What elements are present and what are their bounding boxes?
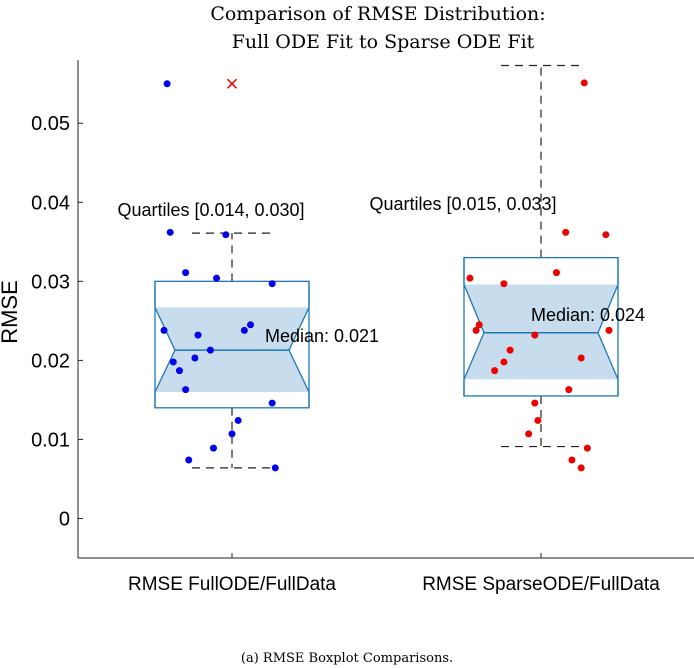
data-point-sparseode	[577, 464, 585, 472]
figure-caption: (a) RMSE Boxplot Comparisons.	[241, 651, 453, 666]
y-tick-label: 0.03	[31, 271, 70, 293]
data-point-sparseode	[565, 386, 573, 394]
data-point-sparseode	[472, 326, 480, 334]
quartiles-annotation: Quartiles [0.015, 0.033]	[369, 194, 556, 214]
data-point-sparseode	[491, 367, 499, 375]
axes: 0 0.01 0.02 0.03 0.04 0.05 RMSE FullODE/FullDa…	[31, 60, 694, 595]
data-point-fullode	[206, 346, 214, 354]
data-point-fullode	[191, 354, 199, 362]
data-point-sparseode	[531, 399, 539, 407]
chart-title-line-1: Comparison of RMSE Distribution:	[210, 3, 545, 25]
data-point-fullode	[182, 386, 190, 394]
data-point-fullode	[271, 464, 279, 472]
y-tick-label: 0.05	[31, 113, 70, 135]
data-point-fullode	[213, 274, 221, 282]
data-point-fullode	[175, 367, 183, 375]
y-tick-label: 0	[59, 508, 70, 530]
data-point-fullode	[247, 321, 255, 329]
data-point-sparseode	[506, 346, 514, 354]
y-tick-label: 0.04	[31, 192, 70, 214]
y-axis-label: RMSE	[0, 280, 22, 344]
x-tick-label: RMSE SparseODE/FullData	[422, 574, 660, 595]
box-fullode	[154, 78, 310, 469]
data-point-sparseode	[525, 430, 533, 438]
median-annotation: Median: 0.024	[531, 305, 645, 325]
data-point-fullode	[160, 326, 168, 334]
data-point-sparseode	[605, 326, 613, 334]
data-point-fullode	[182, 269, 190, 277]
y-tick-label: 0.01	[31, 429, 70, 451]
x-tick-label: RMSE FullODE/FullData	[128, 574, 336, 595]
data-point-sparseode	[475, 321, 483, 329]
data-point-sparseode	[500, 358, 508, 366]
data-point-fullode	[240, 326, 248, 334]
data-point-fullode	[222, 231, 230, 239]
data-point-sparseode	[580, 79, 588, 87]
quartiles-annotation: Quartiles [0.014, 0.030]	[117, 200, 304, 220]
data-point-fullode	[166, 228, 174, 236]
data-point-sparseode	[583, 444, 591, 452]
data-point-fullode	[228, 430, 236, 438]
outlier-marker	[226, 78, 238, 89]
data-point-sparseode	[602, 231, 610, 239]
data-point-sparseode	[534, 416, 542, 424]
box-notch-fill	[464, 284, 618, 380]
data-point-sparseode	[577, 354, 585, 362]
data-point-sparseode	[552, 269, 560, 277]
data-point-sparseode	[531, 331, 539, 339]
data-point-sparseode	[568, 456, 576, 464]
median-annotation: Median: 0.021	[265, 326, 379, 346]
data-point-fullode	[194, 331, 202, 339]
data-point-fullode	[185, 456, 193, 464]
data-point-fullode	[163, 80, 171, 88]
chart-title-line-2: Full ODE Fit to Sparse ODE Fit	[232, 31, 535, 53]
data-point-fullode	[169, 358, 177, 366]
data-point-fullode	[209, 444, 217, 452]
data-point-sparseode	[500, 280, 508, 288]
data-point-fullode	[268, 280, 276, 288]
data-point-sparseode	[562, 228, 570, 236]
y-tick-label: 0.02	[31, 350, 70, 372]
annotations: Quartiles [0.014, 0.030] Median: 0.021 Qua…	[117, 194, 645, 346]
data-point-fullode	[268, 399, 276, 407]
data-point-fullode	[234, 416, 242, 424]
data-point-sparseode	[466, 274, 474, 282]
scatter-points	[160, 79, 613, 472]
boxes	[154, 64, 619, 469]
